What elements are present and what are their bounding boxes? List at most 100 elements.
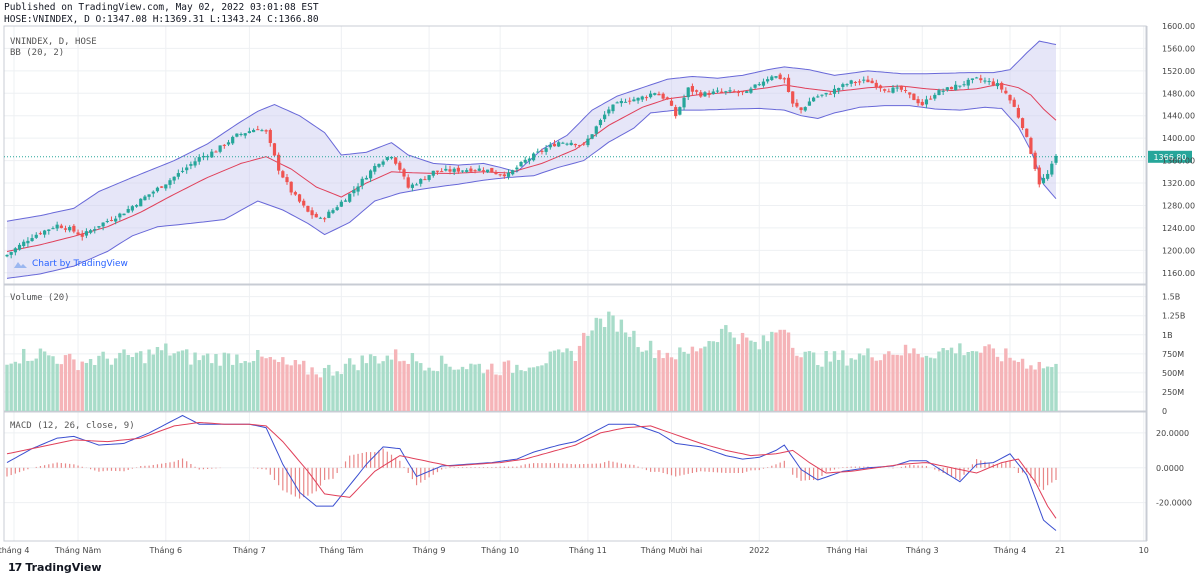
candle-body [523, 159, 527, 163]
volume-bar [34, 358, 38, 411]
price-tick-label: 1440.00 [1162, 112, 1195, 121]
volume-bar [824, 351, 828, 411]
candle-body [235, 133, 239, 137]
bb-legend: BB (20, 2) [10, 48, 65, 58]
candle-body [318, 217, 323, 219]
volume-bar [694, 351, 699, 411]
candle-body [323, 218, 327, 220]
candle-body [849, 80, 853, 84]
volume-bar [949, 347, 954, 411]
candle-body [841, 84, 845, 87]
volume-bar [786, 332, 791, 411]
volume-bar [653, 357, 657, 411]
candle-body [615, 102, 619, 104]
candle-body [210, 151, 214, 158]
volume-bar [402, 360, 406, 411]
candle-body [352, 189, 356, 194]
candle-body [134, 205, 139, 207]
candle-body [356, 186, 360, 192]
volume-bar [55, 363, 59, 411]
volume-tick-label: 1.25B [1162, 312, 1185, 321]
volume-bar [749, 340, 753, 411]
candle-body [260, 130, 264, 132]
candle-body [515, 167, 519, 170]
candle-body [715, 90, 720, 92]
candle-body [603, 114, 607, 120]
volume-tick-label: 250M [1162, 388, 1184, 397]
volume-bar [331, 375, 335, 411]
volume-bar [435, 371, 440, 411]
volume-bar [724, 325, 728, 411]
volume-bar [297, 364, 302, 411]
volume-bar [924, 355, 929, 411]
chart-by-tradingview-link[interactable]: Chart by TradingView [12, 259, 128, 269]
volume-bar [536, 366, 540, 411]
volume-bar [477, 363, 481, 411]
volume-bar [1050, 367, 1054, 411]
volume-bar [168, 355, 172, 411]
volume-bar [1016, 361, 1021, 411]
candle-body [22, 241, 26, 247]
volume-legend: Volume (20) [10, 293, 70, 303]
volume-bar [757, 349, 761, 411]
candle-body [945, 87, 949, 90]
candle-body [711, 91, 715, 95]
volume-bar [703, 346, 707, 411]
volume-tick-label: 750M [1162, 350, 1184, 359]
candle-body [958, 85, 962, 87]
volume-bar [147, 349, 151, 411]
candle-body [1008, 94, 1012, 101]
volume-bar [113, 358, 118, 411]
volume-bar [143, 363, 147, 411]
volume-bar [523, 371, 527, 411]
volume-bar [26, 360, 30, 411]
candle-body [1037, 167, 1041, 185]
tradingview-logo[interactable]: 17 TradingView [8, 561, 102, 574]
candle-body [799, 107, 803, 111]
volume-bar [393, 349, 398, 411]
candle-body [465, 170, 469, 172]
volume-bar [1008, 357, 1012, 411]
volume-bar [368, 354, 373, 411]
volume-bar [636, 347, 640, 411]
volume-bar [836, 359, 841, 411]
volume-bar [210, 363, 214, 411]
volume-bar [473, 364, 477, 411]
candle-body [427, 175, 431, 180]
candle-body [740, 91, 745, 93]
candle-body [699, 92, 703, 97]
candle-body [862, 79, 866, 81]
volume-bar [661, 358, 665, 411]
candle-body [816, 96, 820, 98]
candle-body [649, 93, 653, 98]
volume-bar [544, 363, 548, 411]
x-tick-label: Tháng 10 [480, 546, 519, 555]
volume-bar [719, 328, 724, 411]
candle-body [498, 174, 502, 176]
volume-bar [870, 357, 874, 411]
candle-body [151, 191, 155, 194]
x-tick-label: Tháng 4 [993, 546, 1027, 555]
volume-bar [452, 369, 456, 411]
volume-bar [63, 355, 68, 411]
published-header: Published on TradingView.com, May 02, 20… [4, 2, 319, 13]
volume-pane [5, 311, 1058, 411]
volume-bar [218, 365, 222, 411]
candle-body [966, 79, 970, 86]
candle-body [481, 170, 486, 172]
candle-body [1020, 118, 1025, 128]
volume-bar [941, 348, 945, 411]
volume-bar [598, 318, 603, 411]
volume-bar [561, 352, 565, 411]
candle-body [247, 131, 251, 134]
candle-body [444, 168, 448, 171]
candle-body [561, 142, 565, 144]
candle-body [201, 155, 206, 158]
candle-body [164, 184, 168, 189]
volume-bar [891, 354, 895, 411]
volume-bar [1054, 363, 1058, 411]
volume-bar [348, 358, 352, 411]
candle-body [490, 167, 494, 173]
x-tick-label: tháng 4 [0, 546, 29, 555]
